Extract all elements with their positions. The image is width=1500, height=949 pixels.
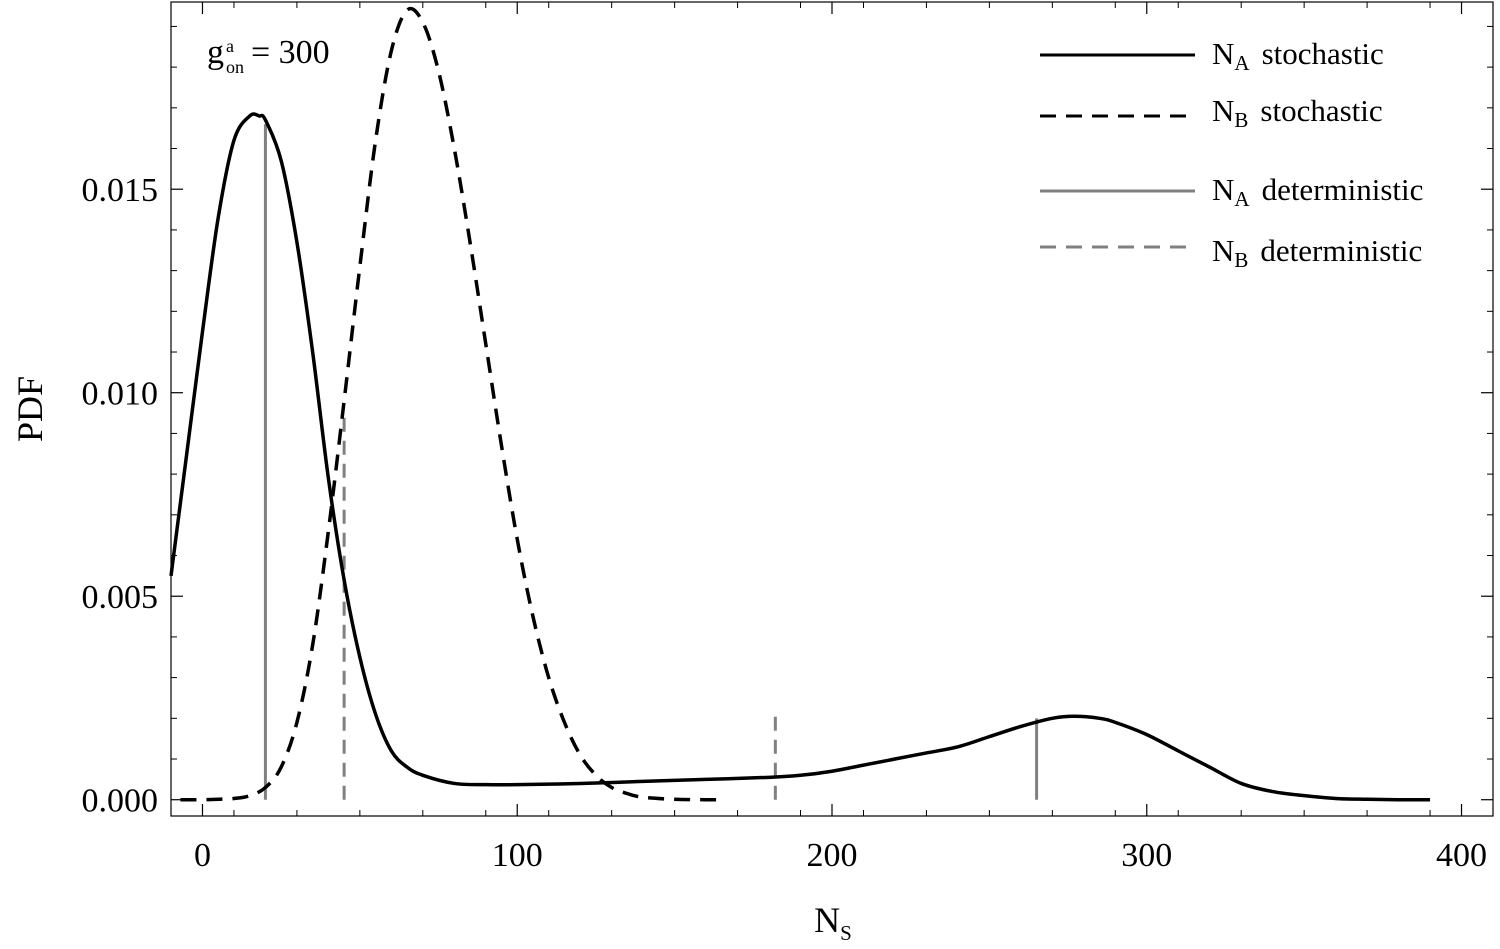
x-tick-label: 0 xyxy=(194,837,211,874)
x-tick-label: 100 xyxy=(492,837,543,874)
legend-label-na-deterministic: NA deterministic xyxy=(1212,172,1423,211)
na-stochastic-curve xyxy=(169,112,1431,802)
y-tick-label: 0.015 xyxy=(82,172,159,209)
legend-label-nb-deterministic: NB deterministic xyxy=(1212,233,1422,272)
annotation-text: = 300 xyxy=(251,34,330,71)
annotation-sub: on xyxy=(226,57,244,77)
x-axis-label-main: N xyxy=(814,900,840,940)
nb-stochastic-curve xyxy=(180,6,722,802)
legend-label-na-stochastic: NA stochastic xyxy=(1212,36,1384,75)
annotation-sup: a xyxy=(226,36,234,56)
x-tick-label: 400 xyxy=(1436,837,1487,874)
y-tick-label: 0.000 xyxy=(82,783,159,820)
deterministic-markers-layer xyxy=(263,124,1039,800)
y-tick-label: 0.005 xyxy=(82,579,159,616)
legend-label-nb-stochastic: NB stochastic xyxy=(1212,93,1383,132)
x-tick-label: 300 xyxy=(1121,837,1172,874)
x-axis-label: NS xyxy=(814,900,852,944)
legend: NA stochastic NB stochastic NA deterministi… xyxy=(1040,36,1423,272)
y-axis-label: PDF xyxy=(10,376,50,442)
series-layer xyxy=(169,6,1431,802)
annotation-base: g xyxy=(207,34,224,71)
x-axis-label-sub: S xyxy=(840,921,852,944)
x-tick-label: 200 xyxy=(807,837,858,874)
y-tick-label: 0.010 xyxy=(82,376,159,413)
ticks-layer: 0 100 200 300 400 0.000 0.005 0.010 0.015 xyxy=(82,2,1494,874)
parameter-annotation: g a on = 300 xyxy=(207,34,330,77)
